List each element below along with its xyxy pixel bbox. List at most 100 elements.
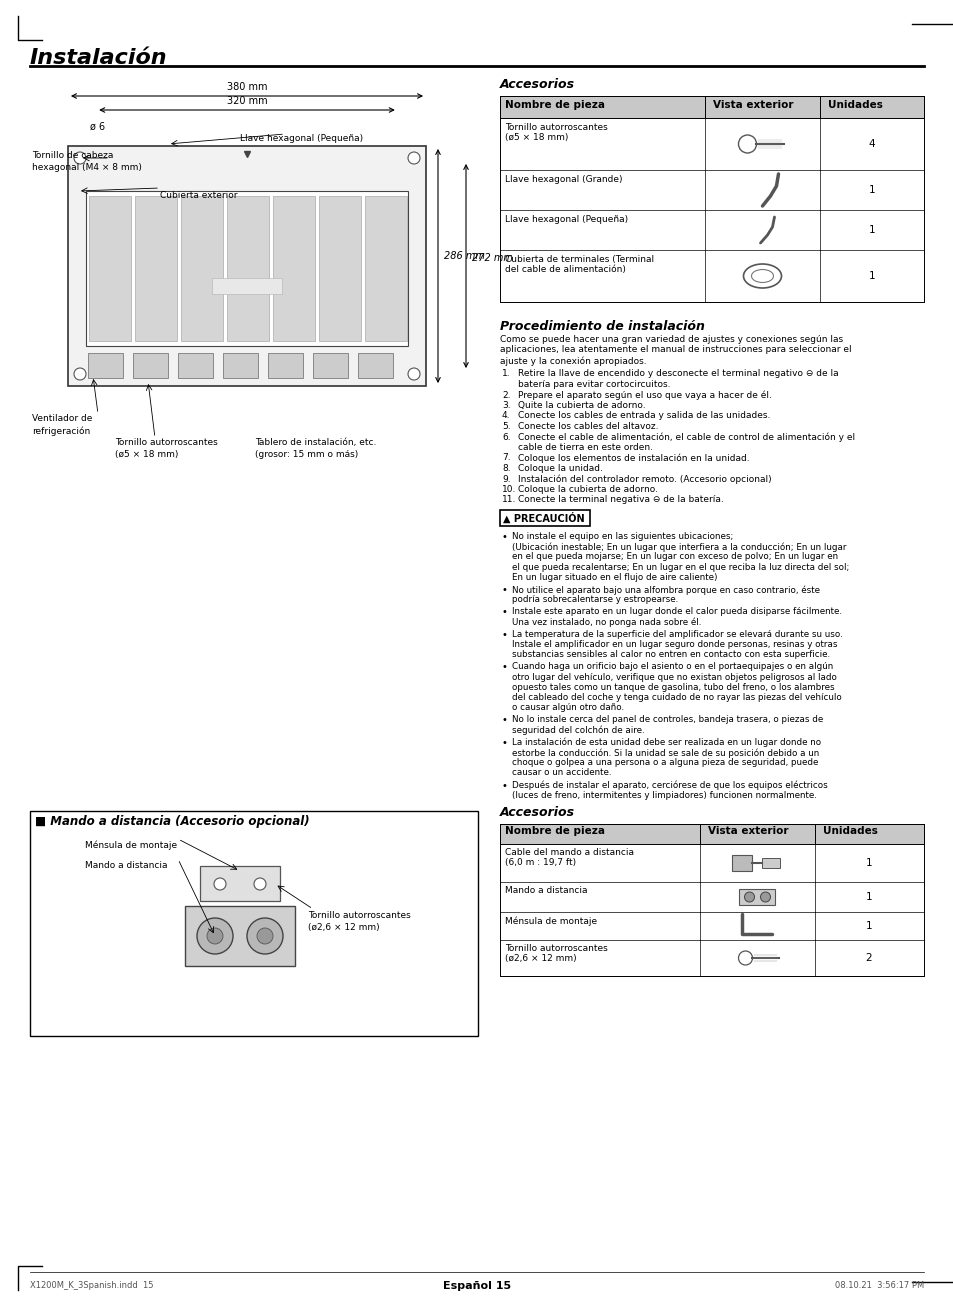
Text: ▲ PRECAUCIÓN: ▲ PRECAUCIÓN bbox=[502, 513, 584, 524]
Text: ø 6: ø 6 bbox=[91, 121, 106, 132]
Text: 4.: 4. bbox=[501, 411, 510, 421]
Text: Una vez instalado, no ponga nada sobre él.: Una vez instalado, no ponga nada sobre é… bbox=[512, 618, 700, 627]
Text: (ø5 × 18 mm): (ø5 × 18 mm) bbox=[115, 451, 178, 458]
Text: Accesorios: Accesorios bbox=[499, 78, 575, 91]
Text: Mando a distancia: Mando a distancia bbox=[85, 861, 168, 870]
Bar bbox=[357, 353, 393, 377]
Text: Conecte los cables de entrada y salida de las unidades.: Conecte los cables de entrada y salida d… bbox=[517, 411, 770, 421]
Text: ■ Mando a distancia (Accesorio opcional): ■ Mando a distancia (Accesorio opcional) bbox=[35, 815, 310, 828]
Text: 10.: 10. bbox=[501, 485, 516, 494]
Text: Vista exterior: Vista exterior bbox=[707, 825, 788, 836]
Text: Coloque la cubierta de adorno.: Coloque la cubierta de adorno. bbox=[517, 485, 658, 494]
Text: Mando a distancia: Mando a distancia bbox=[504, 885, 587, 895]
Text: Coloque los elementos de instalación en la unidad.: Coloque los elementos de instalación en … bbox=[517, 453, 749, 464]
Text: (ø2,6 × 12 mm): (ø2,6 × 12 mm) bbox=[308, 923, 379, 932]
Text: 8.: 8. bbox=[501, 464, 510, 473]
Text: •: • bbox=[501, 629, 507, 640]
Text: Cable del mando a distancia
(6,0 m : 19,7 ft): Cable del mando a distancia (6,0 m : 19,… bbox=[504, 848, 634, 867]
Text: 2: 2 bbox=[864, 953, 871, 963]
Text: Tornillo de cabeza: Tornillo de cabeza bbox=[32, 151, 113, 161]
Text: 272 mm: 272 mm bbox=[472, 253, 513, 263]
Bar bbox=[318, 196, 360, 341]
Text: Español 15: Español 15 bbox=[442, 1281, 511, 1292]
Text: 7.: 7. bbox=[501, 453, 510, 462]
Text: Unidades: Unidades bbox=[827, 101, 882, 110]
Text: En un lugar situado en el flujo de aire caliente): En un lugar situado en el flujo de aire … bbox=[512, 573, 717, 581]
Text: hexagonal (M4 × 8 mm): hexagonal (M4 × 8 mm) bbox=[32, 163, 142, 172]
Text: Como se puede hacer una gran variedad de ajustes y conexiones según las: Como se puede hacer una gran variedad de… bbox=[499, 336, 842, 343]
Circle shape bbox=[196, 918, 233, 953]
Text: refrigeración: refrigeración bbox=[32, 426, 91, 435]
Text: 1.: 1. bbox=[501, 370, 510, 379]
Circle shape bbox=[408, 151, 419, 165]
Circle shape bbox=[247, 918, 283, 953]
Text: o causar algún otro daño.: o causar algún otro daño. bbox=[512, 703, 623, 712]
Bar bbox=[227, 196, 269, 341]
Bar bbox=[89, 196, 131, 341]
Text: Nombre de pieza: Nombre de pieza bbox=[504, 101, 604, 110]
Circle shape bbox=[213, 878, 226, 889]
Bar bbox=[313, 353, 348, 377]
Bar bbox=[499, 824, 923, 976]
Text: Cubierta exterior: Cubierta exterior bbox=[160, 191, 237, 200]
Text: Retire la llave de encendido y desconecte el terminal negativo ⊖ de la: Retire la llave de encendido y desconect… bbox=[517, 370, 838, 379]
Bar bbox=[68, 146, 426, 387]
Text: Procedimiento de instalación: Procedimiento de instalación bbox=[499, 320, 704, 333]
Text: 1: 1 bbox=[868, 272, 875, 281]
Circle shape bbox=[253, 878, 266, 889]
Text: 1: 1 bbox=[864, 921, 871, 931]
Bar bbox=[30, 811, 477, 1036]
Text: Conecte los cables del altavoz.: Conecte los cables del altavoz. bbox=[517, 422, 658, 431]
Text: Tornillo autorroscantes: Tornillo autorroscantes bbox=[308, 912, 411, 919]
Text: Cubierta de terminales (Terminal
del cable de alimentación): Cubierta de terminales (Terminal del cab… bbox=[504, 255, 654, 274]
Text: otro lugar del vehículo, verifique que no existan objetos peligrosos al lado: otro lugar del vehículo, verifique que n… bbox=[512, 673, 836, 682]
Text: Prepare el aparato según el uso que vaya a hacer de él.: Prepare el aparato según el uso que vaya… bbox=[517, 390, 771, 400]
Bar bbox=[178, 353, 213, 377]
Text: Coloque la unidad.: Coloque la unidad. bbox=[517, 464, 602, 473]
Text: estorbe la conducción. Si la unidad se sale de su posición debido a un: estorbe la conducción. Si la unidad se s… bbox=[512, 748, 819, 757]
Text: 08.10.21  3:56:17 PM: 08.10.21 3:56:17 PM bbox=[834, 1281, 923, 1290]
Text: podría sobrecalentarse y estropearse.: podría sobrecalentarse y estropearse. bbox=[512, 596, 678, 605]
Bar bbox=[223, 353, 257, 377]
Bar bbox=[761, 858, 780, 868]
Text: Llave hexagonal (Pequeña): Llave hexagonal (Pequeña) bbox=[504, 215, 627, 225]
Bar bbox=[499, 97, 923, 302]
Text: X1200M_K_3Spanish.indd  15: X1200M_K_3Spanish.indd 15 bbox=[30, 1281, 153, 1290]
Text: •: • bbox=[501, 585, 507, 596]
Circle shape bbox=[256, 929, 273, 944]
Bar bbox=[212, 278, 282, 294]
Text: 2.: 2. bbox=[501, 390, 510, 400]
Bar bbox=[135, 196, 177, 341]
Text: 9.: 9. bbox=[501, 474, 510, 483]
Text: No lo instale cerca del panel de controles, bandeja trasera, o piezas de: No lo instale cerca del panel de control… bbox=[512, 716, 822, 725]
Text: (luces de freno, intermitentes y limpiadores) funcionen normalmente.: (luces de freno, intermitentes y limpiad… bbox=[512, 791, 816, 799]
Bar bbox=[365, 196, 407, 341]
Text: Instalación del controlador remoto. (Accesorio opcional): Instalación del controlador remoto. (Acc… bbox=[517, 474, 771, 485]
Text: Unidades: Unidades bbox=[822, 825, 877, 836]
Text: 6.: 6. bbox=[501, 432, 510, 441]
Text: Ménsula de montaje: Ménsula de montaje bbox=[85, 841, 177, 850]
Text: ajuste y la conexión apropiados.: ajuste y la conexión apropiados. bbox=[499, 357, 646, 366]
Text: Instalación: Instalación bbox=[30, 48, 168, 68]
Text: Tornillo autorroscantes
(ø5 × 18 mm): Tornillo autorroscantes (ø5 × 18 mm) bbox=[504, 123, 607, 142]
Text: 380 mm: 380 mm bbox=[227, 82, 267, 91]
Text: choque o golpea a una persona o a alguna pieza de seguridad, puede: choque o golpea a una persona o a alguna… bbox=[512, 759, 818, 767]
Text: Tornillo autorroscantes: Tornillo autorroscantes bbox=[115, 438, 217, 447]
Text: 1: 1 bbox=[868, 225, 875, 235]
Text: Ménsula de montaje: Ménsula de montaje bbox=[504, 916, 597, 926]
Text: Instale este aparato en un lugar donde el calor pueda disiparse fácilmente.: Instale este aparato en un lugar donde e… bbox=[512, 607, 841, 616]
Text: aplicaciones, lea atentamente el manual de instrucciones para seleccionar el: aplicaciones, lea atentamente el manual … bbox=[499, 346, 851, 354]
Text: No instale el equipo en las siguientes ubicaciones;: No instale el equipo en las siguientes u… bbox=[512, 532, 733, 541]
Text: Tablero de instalación, etc.: Tablero de instalación, etc. bbox=[254, 438, 376, 447]
Text: substancias sensibles al calor no entren en contacto con esta superficie.: substancias sensibles al calor no entren… bbox=[512, 650, 829, 660]
Text: (Ubicación inestable; En un lugar que interfiera a la conducción; En un lugar: (Ubicación inestable; En un lugar que in… bbox=[512, 542, 845, 551]
Bar bbox=[499, 511, 589, 526]
Bar bbox=[181, 196, 223, 341]
Text: •: • bbox=[501, 532, 507, 542]
Text: en el que pueda mojarse; En un lugar con exceso de polvo; En un lugar en: en el que pueda mojarse; En un lugar con… bbox=[512, 552, 838, 562]
Circle shape bbox=[74, 151, 86, 165]
Text: •: • bbox=[501, 607, 507, 618]
Text: el que pueda recalentarse; En un lugar en el que reciba la luz directa del sol;: el que pueda recalentarse; En un lugar e… bbox=[512, 563, 848, 572]
Text: Accesorios: Accesorios bbox=[499, 806, 575, 819]
Text: opuesto tales como un tanque de gasolina, tubo del freno, o los alambres: opuesto tales como un tanque de gasolina… bbox=[512, 683, 834, 692]
